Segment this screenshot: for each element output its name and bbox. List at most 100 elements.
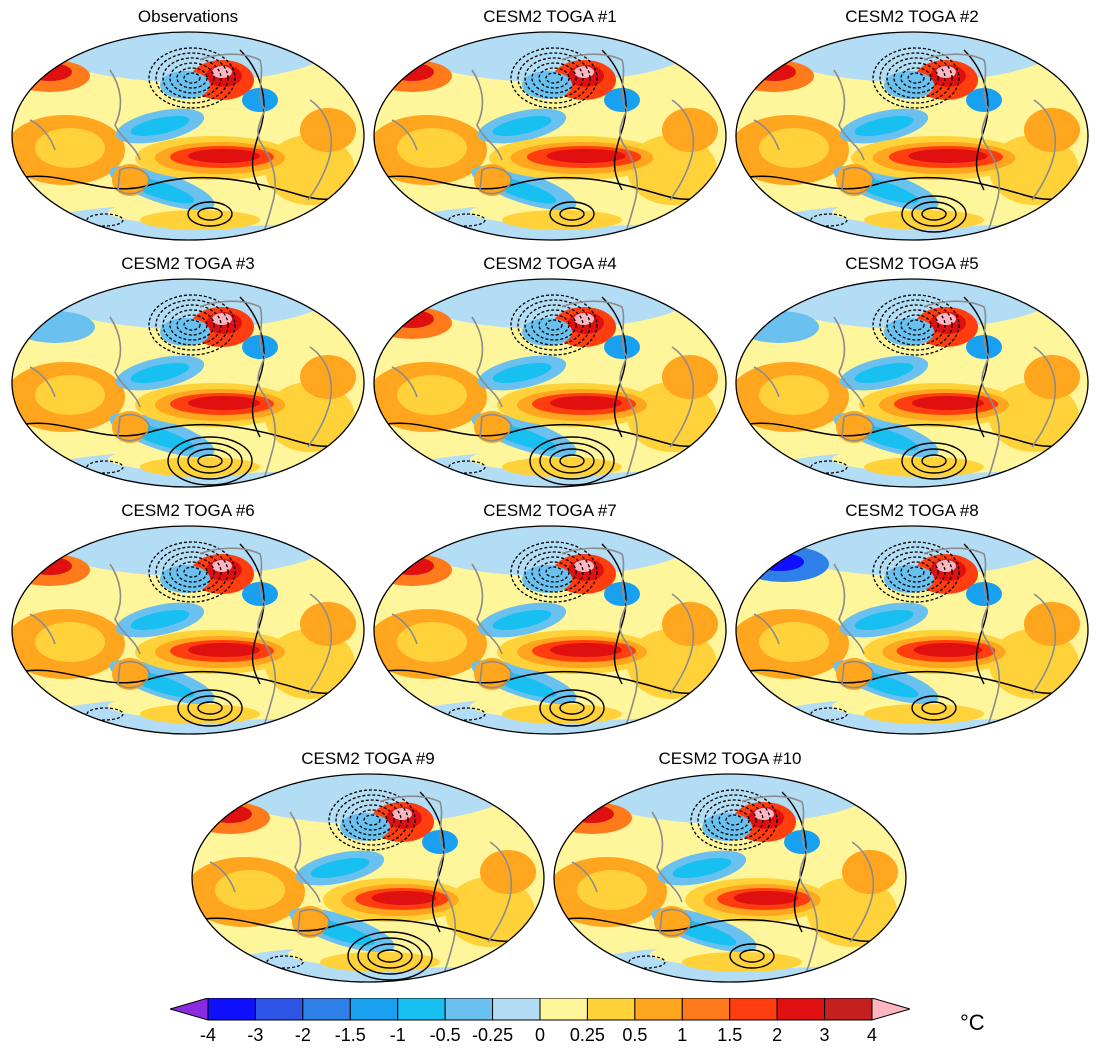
enso-tongue-core xyxy=(733,891,799,905)
north-america-warm-max xyxy=(392,808,412,820)
enso-tongue-core xyxy=(188,149,260,163)
negative-contour xyxy=(162,57,222,99)
coastline xyxy=(29,366,56,398)
colorbar-swatch xyxy=(776,998,826,1021)
indian-ocean-warm-core xyxy=(397,128,467,168)
negative-contour xyxy=(517,52,591,104)
coastline xyxy=(659,908,693,937)
negative-contour xyxy=(328,789,416,851)
indian-ocean-warm-core xyxy=(35,128,105,168)
positive-contour xyxy=(187,695,233,721)
africa-warm xyxy=(1024,602,1080,646)
negative-contour xyxy=(176,561,208,583)
global-map xyxy=(373,31,727,241)
coastline xyxy=(209,861,236,893)
anomaly-field xyxy=(12,32,364,240)
colorbar-tick-label: -0.5 xyxy=(429,1025,461,1045)
negative-contour xyxy=(342,799,402,841)
negative-contour xyxy=(448,213,486,227)
coastline xyxy=(741,795,818,982)
map-panel-toga-3: CESM2 TOGA #3 xyxy=(10,255,366,489)
north-america-warm-max xyxy=(212,560,232,572)
enso-tongue-core xyxy=(371,891,437,905)
positive-contour xyxy=(239,543,265,685)
negative-contour xyxy=(148,47,236,109)
eastern-north-america-cold xyxy=(422,830,458,854)
positive-contour xyxy=(197,454,223,468)
indian-ocean-warm-core xyxy=(35,375,105,415)
negative-contour xyxy=(907,72,925,84)
africa-warm xyxy=(300,108,356,152)
colorbar-tick-label: 3 xyxy=(819,1025,830,1045)
negative-contour xyxy=(524,57,584,99)
positive-contour xyxy=(601,543,627,685)
coastline xyxy=(669,346,695,448)
coastline xyxy=(391,119,418,151)
aleutian-cool xyxy=(160,318,210,346)
negative-contour xyxy=(704,799,764,841)
indian-ocean-warm-core xyxy=(397,375,467,415)
negative-contour xyxy=(86,460,124,474)
colorbar-tick-label: 4 xyxy=(866,1025,878,1045)
negative-contour xyxy=(510,294,598,356)
enso-tongue-core xyxy=(188,643,260,657)
aleutian-cool xyxy=(340,813,390,841)
map-panel-toga-10: CESM2 TOGA #10 xyxy=(552,750,908,984)
coastline xyxy=(479,166,513,195)
positive-contour xyxy=(921,207,947,221)
positive-contour xyxy=(601,296,627,438)
negative-contour xyxy=(879,299,953,351)
positive-contour xyxy=(239,49,265,191)
enso-tongue-core xyxy=(908,149,988,163)
arctic-cool-band xyxy=(38,279,338,329)
aleutian-cool xyxy=(522,565,572,593)
coastline xyxy=(109,563,141,655)
southern-pacific-warm xyxy=(320,952,440,972)
negative-contour xyxy=(155,52,229,104)
north-america-warm-max xyxy=(754,808,774,820)
global-map xyxy=(373,525,727,735)
negative-contour xyxy=(176,314,208,336)
colorbar-tick-label: 2 xyxy=(772,1025,783,1045)
arctic-cool-band xyxy=(38,526,338,576)
negative-contour xyxy=(900,314,932,336)
coastline xyxy=(307,346,333,448)
positive-contour xyxy=(187,448,233,474)
coastlines xyxy=(29,547,333,734)
map-border xyxy=(373,525,727,735)
anomaly-field xyxy=(736,32,1088,240)
coastline xyxy=(471,316,503,408)
coastlines xyxy=(29,300,333,487)
eastern-north-america-cold xyxy=(784,830,820,854)
australia-warm xyxy=(112,411,148,443)
north-pacific-cool-core xyxy=(854,115,914,137)
negative-contour xyxy=(169,556,215,588)
north-america-warm-max xyxy=(212,66,232,78)
arctic-cool-band xyxy=(762,279,1062,329)
colorbar-tick-label: 0 xyxy=(534,1025,546,1045)
positive-contour xyxy=(187,201,233,227)
southern-pacific-warm xyxy=(140,704,260,724)
coastlines xyxy=(753,53,1057,240)
coastlines xyxy=(571,795,875,982)
negative-contour xyxy=(517,299,591,351)
australia-warm xyxy=(836,164,872,196)
negative-contour xyxy=(148,294,236,356)
colorbar-swatch xyxy=(254,998,304,1021)
negative-contour xyxy=(886,551,946,593)
anomaly-field xyxy=(192,774,544,982)
indian-ocean-warm-core xyxy=(759,128,829,168)
negative-contour xyxy=(531,62,577,94)
australia-warm xyxy=(836,658,872,690)
enso-tongue-core xyxy=(188,396,260,410)
north-pacific-cool-core xyxy=(854,362,914,384)
north-america-warm-max xyxy=(936,560,956,572)
negative-contour xyxy=(183,319,201,331)
positive-contour xyxy=(347,931,433,981)
positive-contour xyxy=(539,689,605,727)
positive-contour xyxy=(167,436,253,486)
negative-contour xyxy=(448,707,486,721)
arctic-cool-band xyxy=(400,32,700,82)
enso-tongue-core xyxy=(546,149,626,163)
southern-pacific-warm xyxy=(502,210,622,230)
